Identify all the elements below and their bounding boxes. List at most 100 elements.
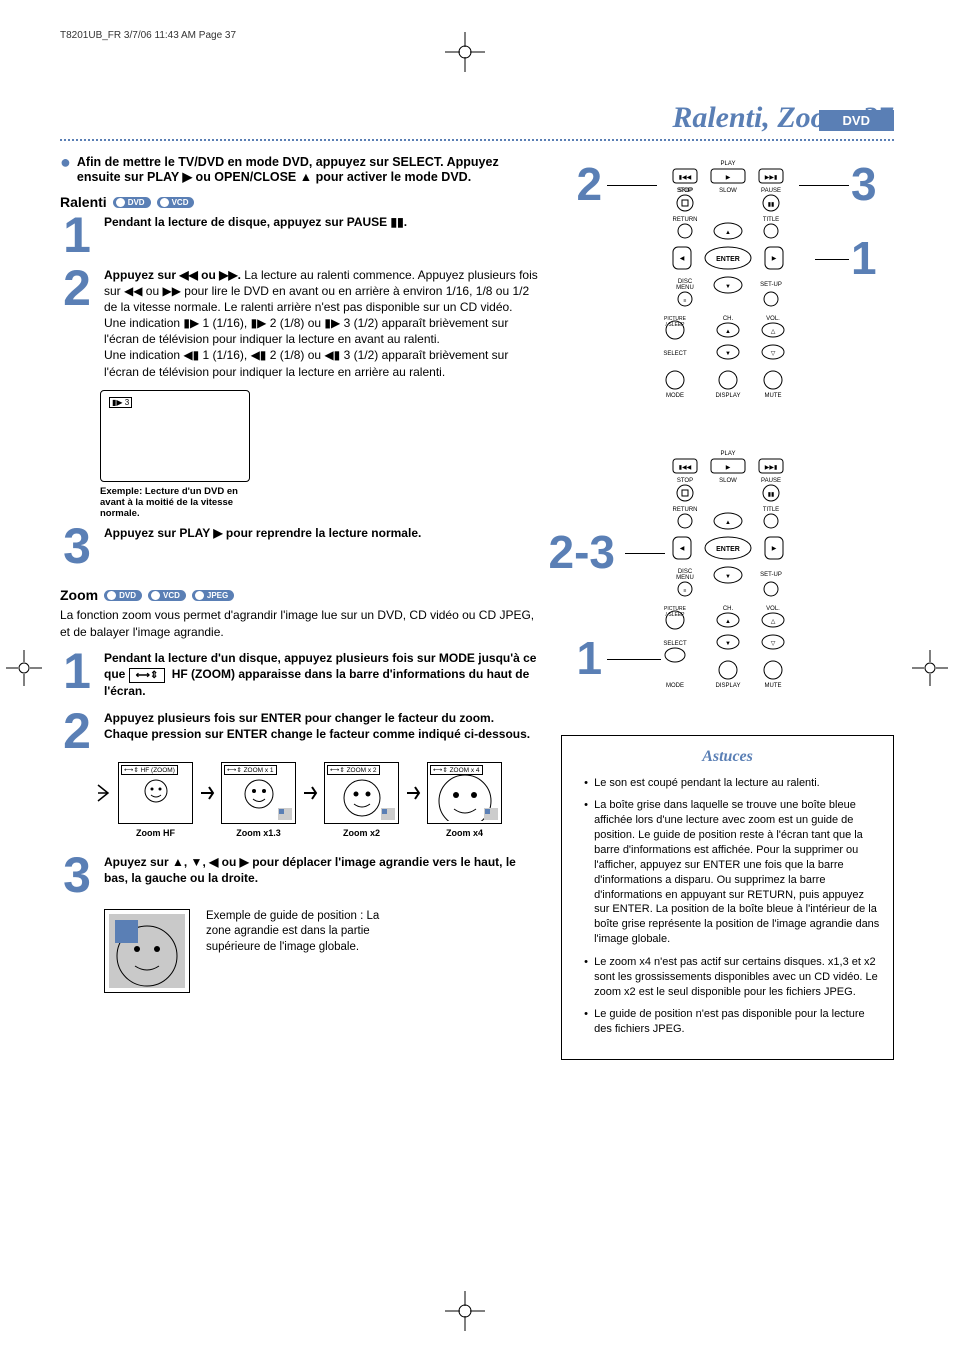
svg-text:▼: ▼ <box>725 641 731 647</box>
svg-text:DISPLAY: DISPLAY <box>715 683 740 689</box>
callout-2-3: 2-3 <box>549 529 615 575</box>
svg-text:▽: ▽ <box>770 351 775 357</box>
badge-vcd: VCD <box>157 197 195 208</box>
page-title: Ralenti, Zoom 37 <box>60 101 894 135</box>
svg-text:▲: ▲ <box>725 619 731 625</box>
step-num: 3 <box>60 525 94 568</box>
step-body: Pendant la lecture d'un disque, appuyez … <box>104 650 539 700</box>
svg-text:ENTER: ENTER <box>716 256 740 263</box>
svg-text:▮◀◀: ▮◀◀ <box>678 465 691 471</box>
svg-text:▮▮: ▮▮ <box>767 492 774 498</box>
svg-text:ENTER: ENTER <box>716 546 740 553</box>
step-body: Pendant la lecture de disque, appuyez su… <box>104 214 539 257</box>
badge-jpeg: JPEG <box>192 590 234 601</box>
step-body: Apuyez sur ▲, ▼, ◀ ou ▶ pour déplacer l'… <box>104 854 539 897</box>
svg-text:SLOW: SLOW <box>719 188 737 194</box>
callout-1: 1 <box>851 235 877 281</box>
ralenti-step-1: 1 Pendant la lecture de disque, appuyez … <box>60 214 539 257</box>
arrow-icon <box>96 783 112 803</box>
tip-item: Le zoom x4 n'est pas actif sur certains … <box>584 955 881 1000</box>
face-icon <box>341 777 383 819</box>
callout-3: 3 <box>851 161 877 207</box>
dvd-tab: DVD <box>819 110 894 131</box>
zoom-box: ⟷⇕ ZOOM x 4 <box>427 762 502 824</box>
face-icon <box>242 777 276 811</box>
svg-text:▶▶▮: ▶▶▮ <box>764 465 777 471</box>
pos-blue-box <box>115 920 138 943</box>
pos-text: Exemple de guide de position : La zone a… <box>206 909 396 956</box>
tips-list: Le son est coupé pendant la lecture au r… <box>574 776 881 1038</box>
svg-text:/ SLEEP: / SLEEP <box>665 612 685 618</box>
badge-dvd: DVD <box>113 197 151 208</box>
zoom-box: ⟷⇕ HF (ZOOM) <box>118 762 193 824</box>
zoom-level-label: ⟷⇕ ZOOM x 2 <box>327 765 380 775</box>
svg-text:DISPLAY: DISPLAY <box>715 393 740 399</box>
svg-text:▶: ▶ <box>725 465 730 471</box>
svg-text:◀: ◀ <box>679 546 684 552</box>
tips-title: Astuces <box>574 746 881 768</box>
svg-text:VOL.: VOL. <box>766 606 780 612</box>
svg-text:MENU: MENU <box>676 575 694 581</box>
svg-text:≡: ≡ <box>683 588 686 594</box>
intro-block: ● Afin de mettre le TV/DVD en mode DVD, … <box>60 155 539 184</box>
svg-text:▶: ▶ <box>725 175 730 181</box>
remote-icon: PLAY ▮◀◀ ▶ ▶▶▮ SKIPSLOWPAUSE ▮▮ STOP RET… <box>613 155 843 415</box>
zoom-intro: La fonction zoom vous permet d'agrandir … <box>60 607 539 639</box>
tv-symbol: ▮▶ 3 <box>109 397 132 408</box>
svg-text:SELECT: SELECT <box>663 641 687 647</box>
svg-text:RETURN: RETURN <box>672 217 697 223</box>
svg-text:SET-UP: SET-UP <box>760 282 782 288</box>
step-num: 2 <box>60 710 94 753</box>
tv-frame: ▮▶ 3 <box>100 390 250 482</box>
ralenti-step-2: 2 Appuyez sur ◀◀ ou ▶▶. La lecture au ra… <box>60 267 539 380</box>
zoom-cap: Zoom x4 <box>427 828 502 838</box>
pos-grey-box <box>109 914 185 988</box>
arrow-icon <box>302 783 318 803</box>
svg-text:MENU: MENU <box>676 285 694 291</box>
tv-caption: Exemple: Lecture d'un DVD en avant à la … <box>100 486 265 519</box>
svg-text:/ SLEEP: / SLEEP <box>665 322 685 328</box>
svg-text:TITLE: TITLE <box>762 217 778 223</box>
zoom-captions: Zoom HF Zoom x1.3 Zoom x2 Zoom x4 <box>96 828 539 838</box>
tip-item: Le guide de position n'est pas disponibl… <box>584 1007 881 1037</box>
svg-text:CH.: CH. <box>722 316 733 322</box>
remote-diagram-1: 2 3 1 PLAY ▮◀◀ ▶ ▶▶▮ SKIPSLOWPAUSE ▮▮ ST… <box>613 155 843 415</box>
svg-text:▶: ▶ <box>771 256 776 262</box>
step-num: 2 <box>60 267 94 380</box>
callout-1: 1 <box>577 635 603 681</box>
zoom-box: ⟷⇕ ZOOM x 2 <box>324 762 399 824</box>
tips-box: Astuces Le son est coupé pendant la lect… <box>561 735 894 1060</box>
svg-text:SELECT: SELECT <box>663 351 687 357</box>
svg-text:▼: ▼ <box>725 284 731 290</box>
step-num: 3 <box>60 854 94 897</box>
svg-text:VOL.: VOL. <box>766 316 780 322</box>
remote-icon: PLAY ▮◀◀ ▶ ▶▶▮ STOPSLOWPAUSE ▮▮ RETURNTI… <box>613 445 843 705</box>
face-icon <box>142 777 170 805</box>
step-body: Appuyez sur PLAY ▶ pour reprendre la lec… <box>104 525 539 568</box>
svg-text:PAUSE: PAUSE <box>761 478 781 484</box>
svg-text:≡: ≡ <box>683 298 686 304</box>
step-body: Appuyez plusieurs fois sur ENTER pour ch… <box>104 710 539 753</box>
zoom-cap: Zoom x2 <box>324 828 399 838</box>
svg-text:▼: ▼ <box>725 351 731 357</box>
step-body: Appuyez sur ◀◀ ou ▶▶. La lecture au rale… <box>104 267 539 380</box>
svg-text:STOP: STOP <box>676 188 692 194</box>
badge-dvd: DVD <box>104 590 142 601</box>
svg-text:SET-UP: SET-UP <box>760 572 782 578</box>
svg-text:▽: ▽ <box>770 641 775 647</box>
svg-text:PAUSE: PAUSE <box>761 188 781 194</box>
arrow-icon <box>199 783 215 803</box>
rlabel-play: PLAY <box>720 161 735 167</box>
step-num: 1 <box>60 214 94 257</box>
zoom-step-2: 2 Appuyez plusieurs fois sur ENTER pour … <box>60 710 539 753</box>
zoom-cap: Zoom x1.3 <box>221 828 296 838</box>
svg-text:△: △ <box>770 619 775 625</box>
zoom-level-label: ⟷⇕ ZOOM x 1 <box>224 765 277 775</box>
tip-item: La boîte grise dans laquelle se trouve u… <box>584 798 881 946</box>
position-guide-example: Exemple de guide de position : La zone a… <box>104 909 539 993</box>
remote-diagram-2: 2-3 1 PLAY ▮◀◀ ▶ ▶▶▮ STOPSLOWPAUSE ▮▮ RE… <box>613 445 843 705</box>
svg-text:▶: ▶ <box>771 546 776 552</box>
zoom-cap: Zoom HF <box>118 828 193 838</box>
svg-text:STOP: STOP <box>676 478 692 484</box>
svg-text:CH.: CH. <box>722 606 733 612</box>
